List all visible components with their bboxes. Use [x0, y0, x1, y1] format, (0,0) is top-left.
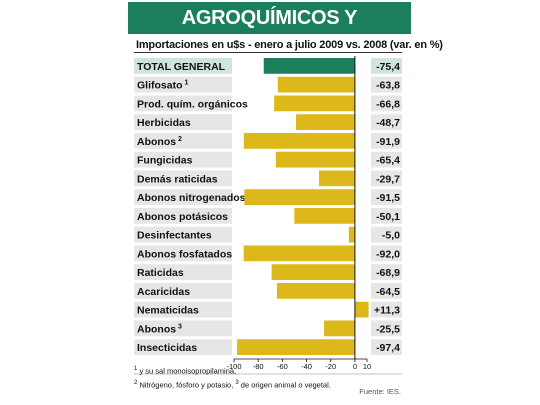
category-label: Raticidas [137, 267, 184, 279]
x-tick-label: -20 [325, 362, 336, 371]
x-tick-label: 0 [353, 362, 357, 371]
x-tick-label: -100 [226, 362, 241, 371]
bar [294, 208, 355, 224]
bar [324, 320, 355, 337]
category-label: Demás raticidas [137, 173, 218, 185]
category-label: Insecticidas [137, 342, 197, 354]
value-label: -65,4 [376, 155, 400, 167]
chart-title: AGROQUÍMICOS Y FERTILIZANTES [181, 7, 358, 61]
label-band [134, 133, 232, 149]
category-label: Prod. quím. orgánicos [137, 98, 248, 110]
bar [318, 170, 355, 187]
category-label: Abonos 3 [137, 323, 182, 335]
bar [244, 189, 355, 205]
value-band [371, 151, 402, 168]
label-band [134, 58, 232, 74]
label-band [134, 339, 232, 355]
label-band [134, 76, 232, 93]
footnote-2: 2 Nitrógeno, fósforo y potasio, 3 de ori… [134, 380, 331, 390]
value-label: -25,5 [376, 323, 400, 335]
x-tick-label: -60 [277, 362, 288, 371]
label-band [134, 264, 232, 280]
label-band [134, 95, 232, 112]
label-band [134, 226, 232, 243]
value-label: -63,8 [376, 80, 400, 92]
label-band [134, 208, 232, 224]
x-tick-label: 10 [363, 362, 371, 371]
value-label: -75,4 [376, 61, 400, 73]
category-label: Abonos 2 [137, 136, 182, 148]
value-label: +11,3 [374, 305, 400, 317]
value-label: -29,7 [376, 173, 400, 185]
category-label: Fungicidas [137, 155, 193, 167]
bar [277, 76, 355, 93]
value-band [371, 283, 402, 299]
value-label: -50,1 [376, 211, 400, 223]
bar [354, 301, 369, 318]
value-label: -48,7 [376, 117, 400, 129]
value-band [371, 226, 402, 243]
value-band [371, 133, 402, 149]
category-label: Nematicidas [137, 305, 199, 317]
category-label: Glifosato 1 [137, 80, 188, 92]
value-band [371, 76, 402, 93]
bar [348, 226, 355, 243]
value-band [371, 58, 402, 74]
value-label: -5,0 [382, 230, 400, 242]
label-band [134, 245, 232, 262]
label-band [134, 301, 232, 318]
value-label: -92,0 [376, 248, 400, 260]
chart-subtitle: Importaciones en u$s - enero a julio 200… [136, 39, 443, 51]
category-label: Abonos potásicos [137, 211, 228, 223]
category-label: Acaricidas [137, 286, 190, 298]
bar [243, 245, 355, 262]
label-band [134, 320, 232, 337]
label-band [134, 283, 232, 299]
label-band [134, 151, 232, 168]
bar [296, 114, 355, 130]
category-label: Desinfectantes [137, 230, 212, 242]
value-band [371, 245, 402, 262]
value-band [371, 95, 402, 112]
category-label: Abonos nitrogenados [137, 192, 246, 204]
bar [271, 264, 355, 280]
value-band [371, 170, 402, 187]
x-tick-label: -80 [253, 362, 264, 371]
label-band [134, 189, 232, 205]
bar [243, 133, 355, 149]
bar [237, 339, 355, 355]
bar [276, 283, 355, 299]
footnote-1: 1 y su sal monoisopropilamina, [134, 366, 237, 376]
value-band [371, 301, 402, 318]
value-band [371, 339, 402, 355]
value-label: -97,4 [376, 342, 400, 354]
bar [263, 58, 355, 74]
source-note: Fuente: IES. [359, 387, 401, 396]
bar [275, 151, 355, 168]
title-banner: AGROQUÍMICOS Y FERTILIZANTES [128, 2, 411, 61]
x-tick-label: -40 [301, 362, 312, 371]
value-band [371, 208, 402, 224]
value-band [371, 320, 402, 337]
value-band [371, 189, 402, 205]
value-band [371, 264, 402, 280]
value-label: -66,8 [376, 98, 400, 110]
bar [274, 95, 355, 112]
category-label: TOTAL GENERAL [137, 61, 226, 73]
value-label: -91,9 [376, 136, 400, 148]
label-band [134, 170, 232, 187]
top-rule [134, 52, 402, 53]
value-label: -91,5 [376, 192, 400, 204]
category-label: Herbicidas [137, 117, 191, 129]
value-band [371, 114, 402, 130]
value-label: -64,5 [376, 286, 400, 298]
value-label: -68,9 [376, 267, 400, 279]
label-band [134, 114, 232, 130]
category-label: Abonos fosfatados [137, 248, 232, 260]
